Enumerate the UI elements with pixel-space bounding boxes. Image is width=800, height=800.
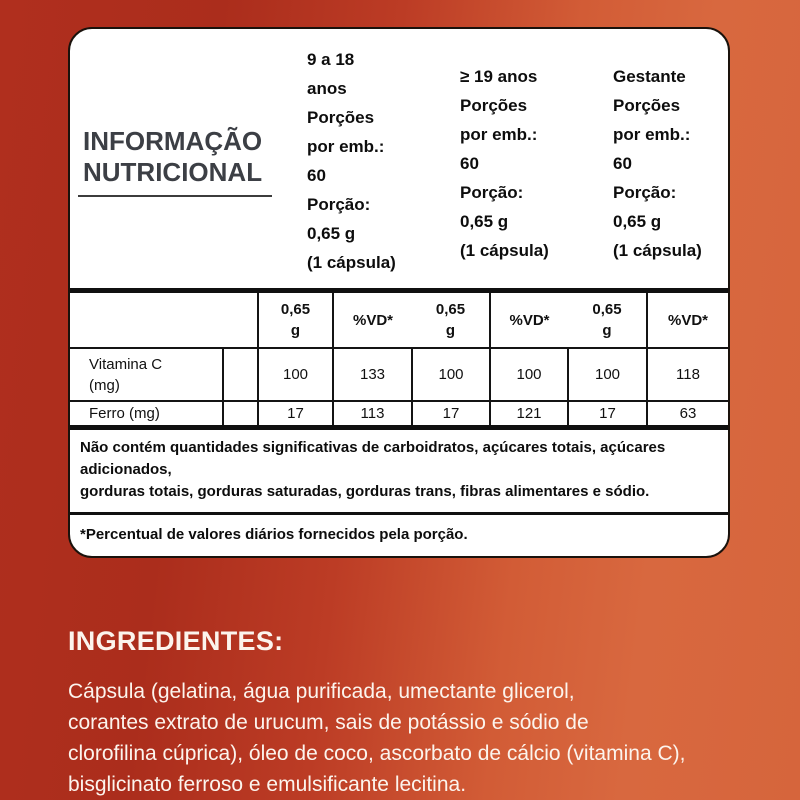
ingredients-line: corantes extrato de urucum, sais de potá… — [68, 711, 589, 734]
value-cell: 100 — [257, 348, 333, 402]
value-cell: 133 — [332, 348, 412, 402]
group-line: por emb.: — [307, 137, 385, 156]
group-line: Gestante — [613, 67, 686, 86]
age-group-19-plus: ≥ 19 anos Porções por emb.: 60 Porção: 0… — [460, 62, 549, 265]
age-group-9-18: 9 a 18 anos Porções por emb.: 60 Porção:… — [307, 45, 396, 277]
header-portion-cell: 0,65 g — [412, 293, 490, 349]
nutrient-name: Vitamina C — [89, 355, 163, 373]
header-vd-cell: %VD* — [646, 293, 728, 349]
nutrition-title-line2: NUTRICIONAL — [83, 157, 263, 187]
value-cell: 100 — [411, 348, 490, 402]
table-header-row: 0,65 g %VD* 0,65 g %VD* 0,65 g %VD* — [70, 293, 728, 349]
no-significant-amounts-note: Não contém quantidades significativas de… — [70, 430, 728, 512]
value-cell: 100 — [489, 348, 568, 402]
value-cell: 17 — [411, 401, 490, 425]
nutrition-title: INFORMAÇÃO NUTRICIONAL — [78, 126, 273, 197]
portion-qty: 0,65 — [280, 301, 311, 318]
group-line: ≥ 19 anos — [460, 67, 538, 86]
spacer-cell — [222, 348, 258, 402]
spacer-cell — [222, 401, 258, 425]
value-cell: 113 — [332, 401, 412, 425]
group-line: Porções — [613, 96, 681, 115]
group-line: 0,65 g — [460, 212, 509, 231]
card-header-section: INFORMAÇÃO NUTRICIONAL 9 a 18 anos Porçõ… — [70, 29, 728, 288]
nutrient-name: Ferro (mg) — [89, 405, 160, 422]
nutrient-label-cell: Vitamina C (mg) — [70, 348, 223, 402]
ingredients-line: Cápsula (gelatina, água purificada, umec… — [68, 680, 575, 703]
header-vd-cell: %VD* — [489, 293, 568, 349]
age-group-gestante: Gestante Porções por emb.: 60 Porção: 0,… — [613, 62, 702, 265]
value-cell: 17 — [257, 401, 333, 425]
header-empty-cell — [70, 293, 258, 349]
nutrition-facts-card: INFORMAÇÃO NUTRICIONAL 9 a 18 anos Porçõ… — [68, 27, 730, 558]
group-line: 0,65 g — [613, 212, 662, 231]
header-vd-cell: %VD* — [332, 293, 412, 349]
group-line: Porções — [307, 108, 375, 127]
note-line: gorduras totais, gorduras saturadas, gor… — [80, 483, 650, 500]
group-line: 60 — [613, 154, 632, 173]
value-cell: 100 — [567, 348, 647, 402]
value-cell: 121 — [489, 401, 568, 425]
ingredients-section: INGREDIENTES: Cápsula (gelatina, água pu… — [68, 626, 708, 800]
group-line: Porção: — [613, 183, 677, 202]
group-line: (1 cápsula) — [613, 241, 702, 260]
group-line: anos — [307, 79, 347, 98]
header-portion-cell: 0,65 g — [568, 293, 647, 349]
footnote-rule — [70, 512, 728, 515]
table-row-vitamina-c: Vitamina C (mg) 100 133 100 100 100 118 — [70, 348, 728, 402]
value-cell: 118 — [646, 348, 728, 402]
nutrient-unit: (mg) — [89, 376, 120, 394]
portion-unit: g — [290, 322, 301, 339]
value-cell: 63 — [646, 401, 728, 425]
ingredients-heading: INGREDIENTES: — [68, 626, 284, 656]
group-line: por emb.: — [613, 125, 691, 144]
nutrition-title-line1: INFORMAÇÃO — [83, 126, 263, 156]
portion-qty: 0,65 — [435, 301, 466, 318]
note-line: adicionados, — [80, 461, 172, 478]
group-line: 9 a 18 — [307, 50, 355, 69]
daily-values-footnote: *Percentual de valores diários fornecido… — [80, 526, 468, 543]
nutrition-table: 0,65 g %VD* 0,65 g %VD* 0,65 g %VD* Vita… — [70, 293, 728, 425]
portion-qty: 0,65 — [592, 301, 622, 318]
ingredients-line: bisglicinato ferroso e emulsificante lec… — [68, 773, 467, 796]
group-line: (1 cápsula) — [460, 241, 549, 260]
table-top-rule — [70, 288, 728, 293]
group-line: 0,65 g — [307, 224, 356, 243]
group-line: 60 — [307, 166, 326, 185]
table-row-ferro: Ferro (mg) 17 113 17 121 17 63 — [70, 401, 728, 425]
group-line: 60 — [460, 154, 479, 173]
table-bottom-rule — [70, 425, 728, 430]
group-line: (1 cápsula) — [307, 253, 396, 272]
portion-unit: g — [445, 322, 456, 339]
group-line: Porções — [460, 96, 528, 115]
group-line: por emb.: — [460, 125, 538, 144]
note-line: Não contém quantidades significativas de… — [80, 439, 666, 456]
group-line: Porção: — [307, 195, 371, 214]
ingredients-line: clorofilina cúprica), óleo de coco, asco… — [68, 742, 686, 765]
portion-unit: g — [602, 322, 612, 339]
value-cell: 17 — [567, 401, 647, 425]
group-line: Porção: — [460, 183, 524, 202]
nutrient-label-cell: Ferro (mg) — [70, 401, 223, 425]
header-portion-cell: 0,65 g — [257, 293, 333, 349]
